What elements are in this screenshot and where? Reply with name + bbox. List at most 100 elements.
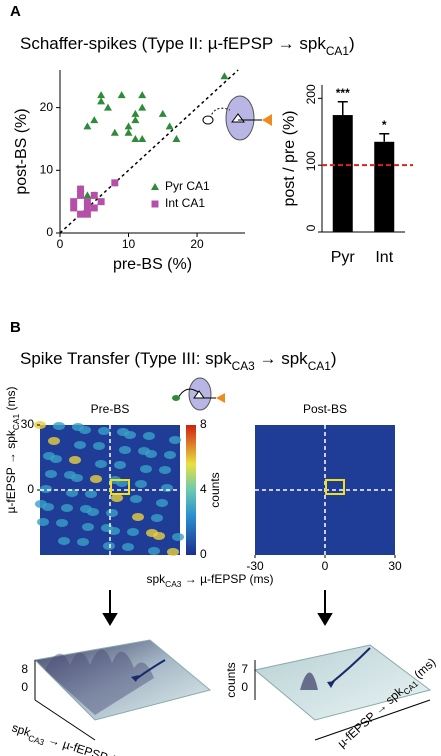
y-tick-label: 0 [27,482,34,496]
heatmap-blob [43,452,55,460]
x-axis-label-part: CA3 [165,579,182,589]
point [97,91,106,99]
colorbar-label: counts [208,472,222,507]
x-axis-label: spkCA3 → µ-fEPSP (ms) [9,721,135,756]
y-tick-label: 0 [46,225,53,239]
heatmap-blob [148,547,160,555]
point [138,134,147,142]
point [131,116,140,124]
z-tick-label: 0 [21,680,28,694]
heatmap-blob [45,470,57,478]
heatmap-blob [72,423,84,431]
x-axis-label-part: CA3 [27,733,46,748]
legend-label: Int CA1 [165,196,205,210]
x-axis-label-part: spk [10,721,33,740]
panel-label: B [10,319,21,336]
heatmap-blob [93,442,105,450]
heatmap-blob [143,432,155,440]
heatmap-blob [106,509,118,517]
value-label: * [382,118,387,132]
point [220,72,229,80]
y-tick-label: 30 [21,417,35,431]
panel-label: A [10,3,21,20]
point [124,128,133,136]
panel-title-part: CA1 [326,44,350,58]
point [111,179,119,187]
point [90,116,99,124]
point [83,198,91,206]
heatmap-blob [95,460,107,468]
point [117,91,126,99]
x-tick-label: -30 [246,559,264,573]
heatmap-blob [169,436,181,444]
x-tick-label: 10 [122,237,136,251]
panel-title-part: Spike Transfer (Type III: spk [20,349,232,368]
heatmap-blob [56,519,68,527]
heatmap-blob [77,538,89,546]
point [172,134,181,142]
panel-title-part: CA3 [232,359,256,373]
y-axis-label-part: µ-fEPSP → spk [4,429,18,513]
error-bar [379,133,390,142]
error-bar [337,100,348,116]
heatmap-blob [103,542,115,550]
heatmap-title: Post-BS [303,402,347,416]
x-tick-label: 30 [388,559,402,573]
y-tick-label: 200 [304,84,318,104]
point [77,185,85,193]
bar [374,141,395,232]
heatmap-blob [161,484,173,492]
heatmap-blob [140,465,152,473]
x-axis-label-part: → µ-fEPSP (ms) [181,572,273,586]
point [131,134,140,142]
heatmap-blob [159,466,171,474]
heatmap-blob [64,471,76,479]
panel-title: Spike Transfer (Type III: spkCA3 → spkCA… [20,349,337,373]
heatmap-blob [135,480,147,488]
colorbar-tick-label: 8 [200,417,207,431]
point [83,210,91,218]
heatmap-blob [138,447,150,455]
y-axis-label-part: (ms) [409,655,439,684]
heatmap-blob [111,494,123,502]
z-tick-label: 0 [241,680,248,694]
heatmap-blob [58,537,70,545]
heatmap-blob [69,456,81,464]
y-tick-label: 10 [40,162,54,176]
bar [332,115,353,232]
point [83,191,92,199]
x-axis-label-part: → µ-fEPSP (ms) [43,731,135,756]
heatmap-blob [40,485,52,493]
identity-line [59,69,239,234]
point [158,109,167,117]
point [77,191,85,199]
heatmap-blob [127,528,139,536]
z-tick-label: 8 [21,662,28,676]
point [131,109,140,117]
heatmap-blob [90,475,102,483]
legend-marker [151,183,159,190]
heatmap-blob [117,428,129,436]
point [138,103,147,111]
x-tick-label: 0 [57,237,64,251]
heatmap-blob [82,523,94,531]
panel-title: Schaffer-spikes (Type II: µ-fEPSP → spkC… [20,34,355,58]
heatmap-blob [61,504,73,512]
point [97,97,106,105]
y-tick-label: 100 [304,151,318,171]
heatmap-blob [53,422,65,430]
heatmap-blob [164,451,176,459]
y-tick-label: 20 [40,100,54,114]
point [138,91,147,99]
heatmap-blob [122,543,134,551]
x-tick-label: 20 [190,237,204,251]
panel-title-part: Schaffer-spikes (Type II: µ-fEPSP → spk [20,34,326,53]
point [110,128,119,136]
heatmap-blob [80,505,92,513]
highlight-box [325,479,345,495]
heatmap-blob [66,489,78,497]
legend-label: Pyr CA1 [165,179,210,193]
x-tick-label: Pyr [331,249,356,266]
highlight-box [110,479,130,495]
